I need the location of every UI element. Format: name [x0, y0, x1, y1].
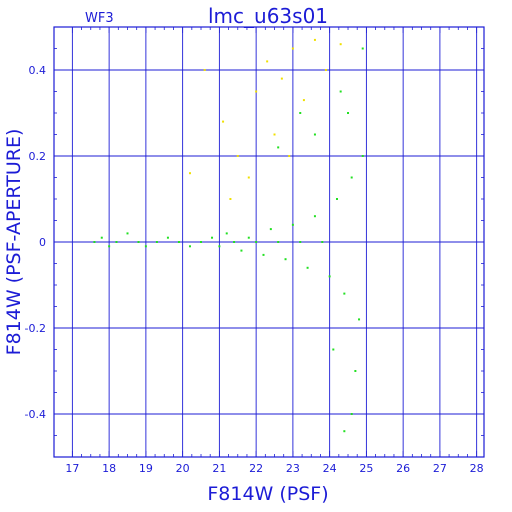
data-point	[177, 241, 180, 243]
data-point	[144, 245, 147, 248]
data-point	[93, 241, 96, 243]
data-point	[302, 99, 305, 102]
data-point	[233, 241, 236, 243]
data-point	[350, 413, 353, 415]
data-point	[255, 90, 258, 93]
data-point	[211, 236, 214, 239]
data-point	[218, 245, 221, 248]
data-point	[361, 155, 364, 157]
x-tick-label: 28	[470, 462, 484, 475]
data-point	[280, 77, 283, 80]
data-point	[347, 112, 350, 114]
data-point	[350, 176, 353, 179]
data-point	[313, 133, 316, 136]
x-tick-label: 23	[286, 462, 300, 475]
data-point	[321, 241, 324, 243]
data-point	[269, 228, 272, 231]
y-tick-labels: -0.4 -0.2 0 0.2 0.4	[25, 64, 46, 421]
data-point	[203, 69, 206, 71]
data-point	[126, 232, 129, 235]
data-point	[266, 60, 269, 63]
data-point	[291, 47, 294, 50]
data-point	[332, 348, 335, 351]
data-point	[240, 249, 243, 252]
data-point	[200, 241, 203, 243]
data-point	[188, 172, 191, 175]
data-point	[313, 38, 316, 41]
data-point	[229, 198, 232, 200]
x-axis-label: F814W (PSF)	[207, 483, 328, 505]
data-point	[247, 236, 250, 239]
tick-marks	[54, 26, 484, 458]
corner-label: WF3	[85, 11, 114, 26]
x-tick-label: 25	[359, 462, 373, 475]
data-point	[236, 155, 239, 157]
data-point	[324, 69, 327, 71]
data-point	[100, 236, 103, 239]
data-point	[339, 90, 342, 93]
x-tick-label: 22	[249, 462, 263, 475]
data-point	[255, 241, 258, 243]
data-point	[273, 133, 276, 136]
data-point	[166, 236, 169, 239]
data-point	[299, 241, 302, 243]
data-point	[225, 232, 228, 235]
data-point	[335, 198, 338, 200]
x-tick-label: 18	[102, 462, 116, 475]
x-tick-label: 24	[323, 462, 337, 475]
data-point	[188, 245, 191, 248]
data-point	[288, 155, 291, 157]
x-tick-labels: 17 18 19 20 21 22 23 24 25 26 27 28	[65, 462, 483, 475]
data-point	[262, 253, 265, 256]
y-tick-label: -0.2	[25, 322, 46, 335]
data-point	[328, 275, 331, 278]
data-point	[115, 241, 118, 243]
data-point	[247, 176, 250, 179]
y-tick-label: 0.4	[29, 64, 47, 77]
data-point	[306, 266, 309, 269]
y-axis-label: F814W (PSF-APERTURE)	[3, 129, 25, 356]
data-point	[361, 47, 364, 50]
data-point	[222, 120, 225, 123]
x-tick-label: 21	[212, 462, 226, 475]
data-point	[354, 370, 357, 372]
x-tick-label: 17	[65, 462, 79, 475]
y-tick-label: 0.2	[29, 150, 47, 163]
data-point	[277, 146, 280, 149]
data-points	[93, 38, 364, 433]
y-tick-label: -0.4	[25, 408, 46, 421]
x-tick-label: 20	[176, 462, 190, 475]
data-point	[358, 318, 361, 321]
chart-title: lmc_u63s01	[208, 4, 328, 28]
data-point	[343, 430, 346, 433]
data-point	[339, 43, 342, 46]
data-point	[299, 112, 302, 114]
x-tick-label: 19	[139, 462, 153, 475]
data-point	[291, 223, 294, 226]
y-tick-label: 0	[39, 236, 46, 249]
x-tick-label: 26	[396, 462, 410, 475]
data-point	[277, 241, 280, 243]
x-tick-label: 27	[433, 462, 447, 475]
grid-lines	[54, 27, 484, 457]
data-point	[284, 258, 287, 261]
data-point	[137, 241, 140, 243]
data-point	[108, 245, 111, 248]
data-point	[313, 215, 316, 218]
data-point	[343, 292, 346, 295]
data-point	[155, 241, 158, 243]
